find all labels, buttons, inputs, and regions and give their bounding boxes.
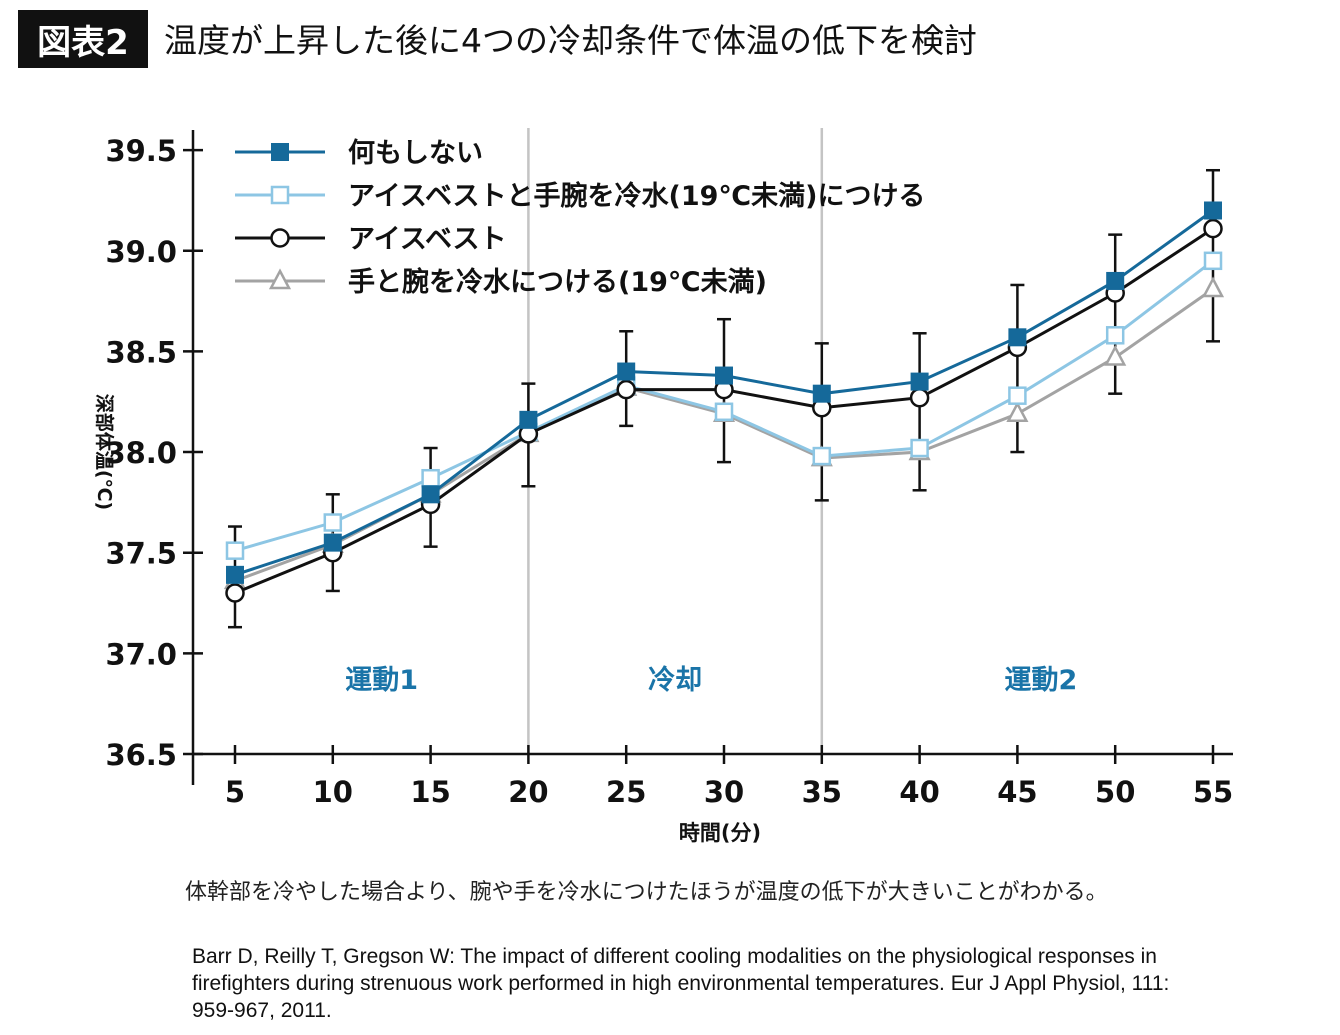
- data-point-square: [812, 384, 831, 403]
- phase-label: 冷却: [648, 665, 702, 696]
- x-tick-label: 55: [1193, 775, 1233, 809]
- data-point-triangle: [1201, 276, 1225, 298]
- citation: Barr D, Reilly T, Gregson W: The impact …: [192, 945, 1170, 1022]
- data-point-circle: [616, 379, 636, 400]
- x-tick-label: 50: [1095, 775, 1135, 809]
- data-point-open-square: [323, 513, 343, 532]
- data-point-open-square: [1105, 326, 1125, 345]
- data-point-triangle: [1104, 344, 1127, 366]
- data-point-square: [617, 362, 636, 381]
- data-point-open-square: [1203, 251, 1223, 271]
- data-point-square: [226, 565, 244, 584]
- data-point-square: [1204, 201, 1222, 220]
- y-tick-label: 36.5: [105, 738, 177, 772]
- data-point-triangle: [268, 268, 292, 290]
- data-point-square: [910, 372, 929, 391]
- caption: 体幹部を冷やした場合より、腕や手を冷水につけたほうが温度の低下が大きいことがわか…: [185, 880, 1108, 905]
- x-tick-label: 20: [508, 775, 548, 809]
- legend-label: 手と腕を冷水につける(19℃未満): [348, 266, 767, 298]
- data-point-circle: [1203, 218, 1223, 239]
- y-tick-label: 39.0: [105, 235, 177, 269]
- legend-label: アイスベストと手腕を冷水(19℃未満)につける: [348, 180, 925, 212]
- y-axis-label: 深部体温(℃): [93, 394, 116, 510]
- legend-label: 何もしない: [348, 138, 483, 169]
- data-point-square: [519, 410, 538, 429]
- x-tick-label: 35: [802, 775, 842, 809]
- data-point-circle: [909, 387, 930, 408]
- data-point-open-square: [421, 468, 440, 488]
- data-point-square: [1008, 328, 1027, 347]
- data-point-square: [421, 485, 440, 504]
- x-axis-label: 時間(分): [679, 821, 761, 845]
- data-point-open-square: [714, 402, 734, 422]
- data-point-square: [271, 143, 289, 161]
- x-tick-label: 45: [997, 775, 1037, 809]
- y-tick-label: 39.5: [105, 134, 177, 168]
- data-point-open-square: [812, 446, 832, 466]
- data-point-open-square: [1008, 386, 1027, 405]
- y-tick-label: 38.0: [105, 436, 177, 470]
- x-tick-label: 10: [313, 775, 353, 809]
- x-tick-label: 5: [225, 775, 245, 809]
- data-point-square: [323, 533, 342, 552]
- data-point-open-square: [270, 185, 290, 205]
- x-tick-label: 25: [606, 775, 646, 809]
- data-point-open-square: [910, 438, 929, 458]
- chart-title: 温度が上昇した後に4つの冷却条件で体温の低下を検討: [164, 21, 977, 60]
- legend-label: アイスベスト: [348, 224, 507, 255]
- x-tick-label: 30: [704, 775, 744, 809]
- x-tick-label: 15: [410, 775, 450, 809]
- data-point-circle: [225, 583, 245, 603]
- data-point-open-square: [225, 541, 245, 560]
- data-point-square: [715, 366, 733, 385]
- y-tick-label: 38.5: [105, 335, 177, 369]
- data-point-triangle: [1006, 401, 1029, 423]
- y-tick-label: 37.5: [105, 537, 177, 571]
- data-point-circle: [270, 228, 290, 248]
- phase-label: 運動1: [345, 665, 418, 696]
- phase-label: 運動2: [1004, 665, 1077, 696]
- y-tick-label: 37.0: [105, 637, 177, 671]
- data-point-square: [1106, 271, 1125, 290]
- figure-label: 図表2: [18, 10, 148, 68]
- x-tick-label: 40: [899, 775, 939, 809]
